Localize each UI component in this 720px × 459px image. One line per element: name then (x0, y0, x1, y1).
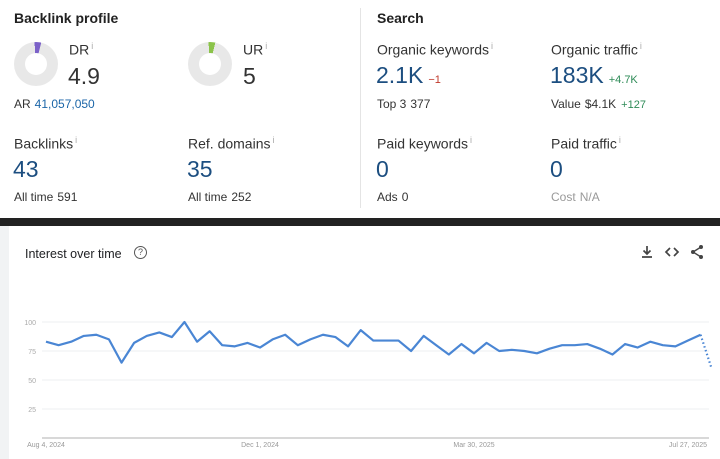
top3-value: 377 (410, 97, 431, 111)
all-time-value: 252 (231, 190, 252, 204)
x-tick-label: Dec 1, 2024 (241, 442, 279, 449)
x-tick-label: Aug 4, 2024 (27, 442, 65, 449)
paid-keywords-label: Paid keywords i (377, 135, 472, 152)
backlinks-label: Backlinks i (14, 135, 77, 152)
info-icon[interactable]: i (618, 135, 621, 145)
x-tick-label: Jul 27, 2025 (669, 442, 707, 449)
backlinks-value[interactable]: 43 (13, 156, 39, 182)
info-icon[interactable]: i (491, 41, 494, 51)
paid-keywords-value[interactable]: 0 (376, 156, 389, 182)
dr-label-text: DR (69, 41, 90, 58)
info-icon[interactable]: i (639, 41, 642, 51)
interest-over-time-card: Interest over time ? 100 75 50 25 Aug 4, 202… (9, 226, 720, 459)
ur-label-text: UR (243, 41, 264, 58)
ads-value: 0 (401, 190, 409, 204)
search-title: Search (377, 10, 424, 26)
ur-donut-chart (188, 42, 232, 86)
ref-domains-label-text: Ref. domains (188, 135, 271, 152)
y-tick-label: 75 (28, 349, 36, 356)
all-time-label: All time (14, 190, 54, 204)
traffic-value-label: Value (551, 97, 581, 111)
card-title: Interest over time (25, 247, 122, 261)
paid-traffic-value[interactable]: 0 (550, 156, 563, 182)
paid-traffic-label-text: Paid traffic (551, 135, 617, 152)
info-icon[interactable]: i (91, 41, 94, 51)
organic-traffic-label-text: Organic traffic (551, 41, 638, 58)
download-icon[interactable] (639, 244, 655, 260)
y-tick-label: 25 (28, 407, 36, 414)
traffic-value-row: Value $4.1K +127 (551, 97, 646, 111)
organic-keywords-label-text: Organic keywords (377, 41, 490, 58)
paid-keywords-label-text: Paid keywords (377, 135, 469, 152)
ar-row: AR 41,057,050 (14, 97, 95, 111)
info-icon[interactable]: i (265, 41, 268, 51)
help-icon[interactable]: ? (134, 246, 147, 259)
backlink-profile-title: Backlink profile (14, 10, 119, 26)
organic-traffic-label: Organic traffic i (551, 41, 642, 58)
organic-keywords-label: Organic keywords i (377, 41, 493, 58)
embed-icon[interactable] (664, 244, 680, 260)
organic-keywords-number[interactable]: 2.1K (376, 62, 424, 88)
ads-row: Ads 0 (377, 190, 408, 204)
y-tick-label: 100 (24, 320, 36, 327)
dr-label: DR i (69, 41, 93, 58)
paid-traffic-label: Paid traffic i (551, 135, 621, 152)
organic-traffic-value: 183K +4.7K (550, 62, 638, 89)
cost-label: Cost (551, 190, 576, 204)
all-time-value: 591 (57, 190, 78, 204)
partial-data-line (699, 334, 713, 369)
ar-value[interactable]: 41,057,050 (34, 97, 95, 111)
backlinks-label-text: Backlinks (14, 135, 74, 152)
y-tick-label: 50 (28, 378, 36, 385)
share-icon[interactable] (689, 244, 705, 260)
ref-domains-value[interactable]: 35 (187, 156, 213, 182)
series-line (45, 320, 702, 364)
info-icon[interactable]: i (75, 135, 78, 145)
ur-label: UR i (243, 41, 267, 58)
ur-value: 5 (243, 63, 256, 89)
info-icon[interactable]: i (470, 135, 473, 145)
top3-row: Top 3 377 (377, 97, 430, 111)
backlinks-all-time: All time 591 (14, 190, 77, 204)
top3-label: Top 3 (377, 97, 407, 111)
trends-area: Interest over time ? 100 75 50 25 Aug 4, 202… (0, 226, 720, 459)
traffic-value-amount: $4.1K (584, 97, 617, 111)
x-tick-label: Mar 30, 2025 (453, 442, 494, 449)
ar-label: AR (14, 97, 31, 111)
organic-traffic-number[interactable]: 183K (550, 62, 604, 88)
ads-label: Ads (377, 190, 398, 204)
separator-bar (0, 218, 720, 226)
cost-row: Cost N/A (551, 190, 600, 204)
ref-domains-label: Ref. domains i (188, 135, 274, 152)
traffic-value-delta: +127 (621, 99, 646, 111)
info-icon[interactable]: i (272, 135, 275, 145)
dr-value: 4.9 (68, 63, 100, 89)
section-divider (360, 8, 361, 208)
all-time-label: All time (188, 190, 228, 204)
dr-donut-chart (14, 42, 58, 86)
cost-value: N/A (579, 190, 600, 204)
organic-traffic-delta: +4.7K (608, 74, 638, 86)
organic-keywords-value: 2.1K −1 (376, 62, 441, 89)
organic-keywords-delta: −1 (428, 74, 441, 86)
ref-domains-all-time: All time 252 (188, 190, 251, 204)
ahrefs-overview: Backlink profile DR i 4.9 AR 41,057,050 UR… (0, 0, 720, 218)
